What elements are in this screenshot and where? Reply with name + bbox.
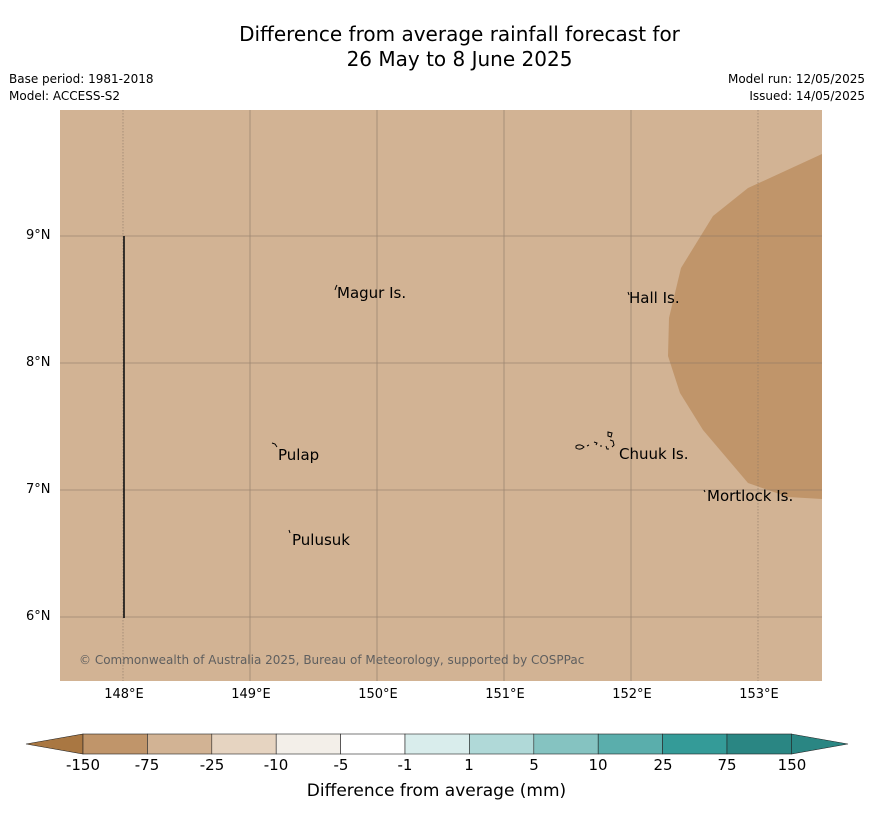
colorbar — [25, 733, 849, 755]
lon-tick-label: 150°E — [358, 687, 398, 702]
colorbar-segment — [147, 733, 213, 755]
colorbar-max-extend — [791, 733, 849, 755]
colorbar-tick-label: 5 — [529, 756, 539, 774]
colorbar-segment — [82, 733, 148, 755]
colorbar-tick-label: -25 — [199, 756, 225, 774]
lon-tick-label: 151°E — [485, 687, 525, 702]
colorbar-tick-label: -1 — [397, 756, 413, 774]
colorbar-segment — [662, 733, 728, 755]
lon-tick-label: 148°E — [104, 687, 144, 702]
colorbar-segment — [275, 733, 341, 755]
place-label-pulap: Pulap — [278, 446, 320, 464]
colorbar-title: Difference from average (mm) — [306, 781, 567, 801]
island-outlines — [271, 284, 706, 534]
colorbar-tick-label: -75 — [134, 756, 160, 774]
colorbar-tick-label: 10 — [588, 756, 608, 774]
model-text: Model: ACCESS-S2 — [9, 89, 121, 103]
colorbar-segment — [211, 733, 277, 755]
lat-tick-label: 7°N — [26, 482, 51, 497]
base-period-text: Base period: 1981-2018 — [9, 72, 154, 86]
lon-tick-label: 152°E — [612, 687, 652, 702]
title-line-1: Difference from average rainfall forecas… — [239, 22, 680, 46]
lat-tick-label: 8°N — [26, 355, 51, 370]
place-label-hall: Hall Is. — [629, 289, 680, 307]
colorbar-tick-label: 25 — [653, 756, 673, 774]
model-run-text: Model run: 12/05/2025 — [727, 72, 865, 86]
map-canvas — [60, 110, 822, 681]
colorbar-min-extend — [25, 733, 84, 755]
lon-tick-label: 149°E — [231, 687, 271, 702]
issued-text: Issued: 14/05/2025 — [749, 89, 865, 103]
colorbar-segment — [597, 733, 663, 755]
lat-tick-label: 9°N — [26, 228, 51, 243]
place-label-magur: Magur Is. — [337, 284, 407, 302]
metadata-right: Model run: 12/05/2025 Issued: 14/05/2025 — [728, 71, 865, 105]
title-line-2: 26 May to 8 June 2025 — [346, 47, 573, 71]
lon-tick-label: 153°E — [739, 687, 779, 702]
metadata-left: Base period: 1981-2018 Model: ACCESS-S2 — [9, 71, 154, 105]
colorbar-segment — [533, 733, 599, 755]
colorbar-segment — [404, 733, 470, 755]
colorbar-tick-label: 75 — [717, 756, 737, 774]
colorbar-segment — [469, 733, 535, 755]
map-title: Difference from average rainfall forecas… — [0, 22, 873, 72]
anomaly-patch — [668, 154, 822, 499]
lat-tick-label: 6°N — [26, 609, 51, 624]
colorbar-segment — [340, 733, 406, 755]
colorbar-tick-label: 150 — [777, 756, 807, 774]
place-label-mortlock: Mortlock Is. — [707, 487, 794, 505]
place-label-chuuk: Chuuk Is. — [619, 445, 689, 463]
colorbar-tick-label: 1 — [464, 756, 474, 774]
colorbar-tick-label: -5 — [333, 756, 349, 774]
grid-lines — [60, 110, 822, 681]
copyright-text: © Commonwealth of Australia 2025, Bureau… — [79, 653, 585, 667]
place-label-pulusuk: Pulusuk — [292, 531, 350, 549]
map-panel[interactable]: © Commonwealth of Australia 2025, Bureau… — [60, 110, 822, 681]
colorbar-segment — [726, 733, 792, 755]
colorbar-tick-label: -150 — [65, 756, 101, 774]
colorbar-tick-label: -10 — [263, 756, 289, 774]
